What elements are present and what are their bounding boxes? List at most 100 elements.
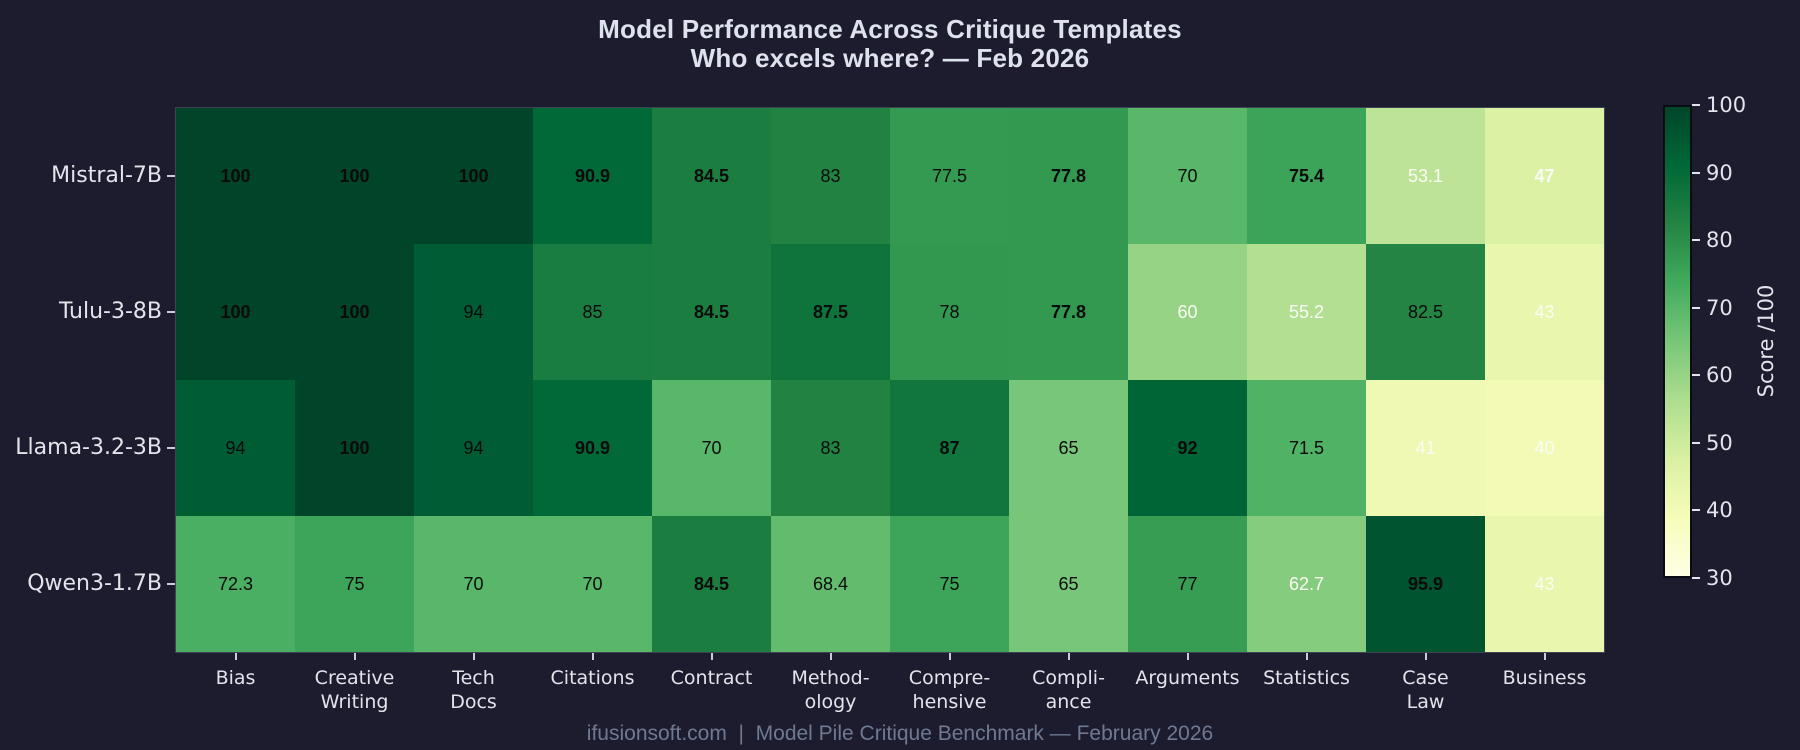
- x-tick-mark: [1305, 653, 1308, 660]
- y-tick-mark: [167, 447, 175, 449]
- heatmap-cell: 100: [176, 108, 295, 244]
- y-tick-label: Qwen3-1.7B: [27, 571, 162, 596]
- heatmap-grid: 100 100 100 90.9 84.5 83 77.5 77.8 70 75.4 53.1 47 1…: [175, 107, 1605, 653]
- colorbar-tick-label: 50: [1706, 430, 1733, 455]
- heatmap-cell: 90.9: [533, 108, 652, 244]
- heatmap-cell: 77.5: [890, 108, 1009, 244]
- heatmap-cell: 75: [295, 516, 414, 652]
- heatmap-cell: 84.5: [652, 244, 771, 380]
- chart-title-line1: Model Performance Across Critique Templa…: [598, 14, 1182, 44]
- colorbar-tick-label: 100: [1706, 93, 1747, 117]
- chart-title: Model Performance Across Critique Templa…: [176, 15, 1604, 73]
- heatmap-cell: 87: [890, 380, 1009, 516]
- heatmap-cell: 65: [1009, 516, 1128, 652]
- colorbar-tick-label: 70: [1706, 295, 1733, 320]
- heatmap-cell: 77.8: [1009, 108, 1128, 244]
- x-tick-mark: [1543, 653, 1546, 660]
- x-tick-label: Arguments: [1135, 667, 1240, 689]
- y-tick-label: Llama-3.2-3B: [15, 435, 162, 460]
- x-tick-label: Citations: [550, 667, 635, 689]
- y-tick-mark: [167, 583, 175, 585]
- colorbar-tick-mark: [1692, 374, 1700, 377]
- heatmap-cell: 100: [295, 108, 414, 244]
- heatmap-cell: 85: [533, 244, 652, 380]
- heatmap-cell: 82.5: [1366, 244, 1485, 380]
- chart-subtitle: Who excels where? — Feb 2026: [690, 43, 1090, 73]
- heatmap-cell: 84.5: [652, 516, 771, 652]
- x-tick-label: Statistics: [1263, 667, 1350, 689]
- heatmap-cell: 92: [1128, 380, 1247, 516]
- heatmap-cell: 84.5: [652, 108, 771, 244]
- colorbar-tick-mark: [1692, 577, 1700, 579]
- colorbar-tick-label: 40: [1706, 498, 1733, 523]
- heatmap-cell: 75.4: [1247, 108, 1366, 244]
- heatmap-cell: 70: [414, 516, 533, 652]
- heatmap-cell: 70: [652, 380, 771, 516]
- heatmap-cell: 100: [176, 244, 295, 380]
- heatmap-cell: 94: [414, 380, 533, 516]
- colorbar-tick-mark: [1692, 441, 1700, 444]
- heatmap-cell: 94: [176, 380, 295, 516]
- x-tick-label: Contract: [670, 667, 753, 689]
- y-tick-mark: [167, 311, 175, 313]
- heatmap-cell: 94: [414, 244, 533, 380]
- colorbar-tick-mark: [1692, 104, 1700, 106]
- heatmap-cell: 75: [890, 516, 1009, 652]
- x-tick-mark: [948, 653, 951, 660]
- x-tick-label: Bias: [215, 667, 256, 689]
- heatmap-cell: 83: [771, 108, 890, 244]
- x-tick-label: Tech Docs: [450, 667, 497, 713]
- colorbar-tick-label: 80: [1706, 228, 1733, 253]
- x-tick-label: Method- ology: [791, 667, 870, 713]
- heatmap-cell: 41: [1366, 380, 1485, 516]
- x-tick-mark: [591, 653, 594, 660]
- x-tick-mark: [829, 653, 832, 660]
- heatmap-cell: 62.7: [1247, 516, 1366, 652]
- x-tick-mark: [1067, 653, 1070, 660]
- heatmap-cell: 100: [414, 108, 533, 244]
- x-tick-label: Business: [1502, 667, 1587, 689]
- heatmap-cell: 40: [1485, 380, 1604, 516]
- colorbar-tick-mark: [1692, 171, 1700, 174]
- heatmap-cell: 83: [771, 380, 890, 516]
- heatmap-cell: 77: [1128, 516, 1247, 652]
- x-tick-mark: [1424, 653, 1427, 660]
- heatmap-cell: 60: [1128, 244, 1247, 380]
- colorbar: [1663, 105, 1692, 578]
- heatmap-cell: 70: [533, 516, 652, 652]
- x-tick-mark: [353, 653, 356, 660]
- heatmap-cell: 65: [1009, 380, 1128, 516]
- colorbar-tick-mark: [1692, 239, 1700, 242]
- heatmap-cell: 53.1: [1366, 108, 1485, 244]
- colorbar-tick-label: 30: [1706, 566, 1733, 590]
- x-tick-label: Case Law: [1402, 667, 1449, 713]
- heatmap-cell: 71.5: [1247, 380, 1366, 516]
- colorbar-tick-mark: [1692, 306, 1700, 309]
- x-tick-label: Compli- ance: [1032, 667, 1105, 713]
- heatmap-cell: 100: [295, 380, 414, 516]
- x-tick-label: Compre- hensive: [908, 667, 991, 713]
- x-tick-mark: [1186, 653, 1189, 660]
- x-tick-mark: [472, 653, 475, 660]
- x-tick-mark: [234, 653, 237, 660]
- heatmap-cell: 72.3: [176, 516, 295, 652]
- heatmap-cell: 77.8: [1009, 244, 1128, 380]
- y-tick-label: Tulu-3-8B: [58, 299, 162, 324]
- heatmap-cell: 43: [1485, 516, 1604, 652]
- x-tick-mark: [710, 653, 713, 660]
- colorbar-axis-label: Score /100: [1754, 284, 1778, 398]
- heatmap-cell: 78: [890, 244, 1009, 380]
- heatmap-cell: 68.4: [771, 516, 890, 652]
- y-tick-label: Mistral-7B: [51, 163, 162, 188]
- heatmap-cell: 70: [1128, 108, 1247, 244]
- heatmap-cell: 55.2: [1247, 244, 1366, 380]
- x-tick-label: Creative Writing: [314, 667, 395, 713]
- heatmap-cell: 100: [295, 244, 414, 380]
- colorbar-tick-label: 60: [1706, 363, 1733, 388]
- heatmap-cell: 87.5: [771, 244, 890, 380]
- y-tick-mark: [167, 175, 175, 177]
- heatmap-cell: 95.9: [1366, 516, 1485, 652]
- heatmap-cell: 43: [1485, 244, 1604, 380]
- heatmap-cell: 47: [1485, 108, 1604, 244]
